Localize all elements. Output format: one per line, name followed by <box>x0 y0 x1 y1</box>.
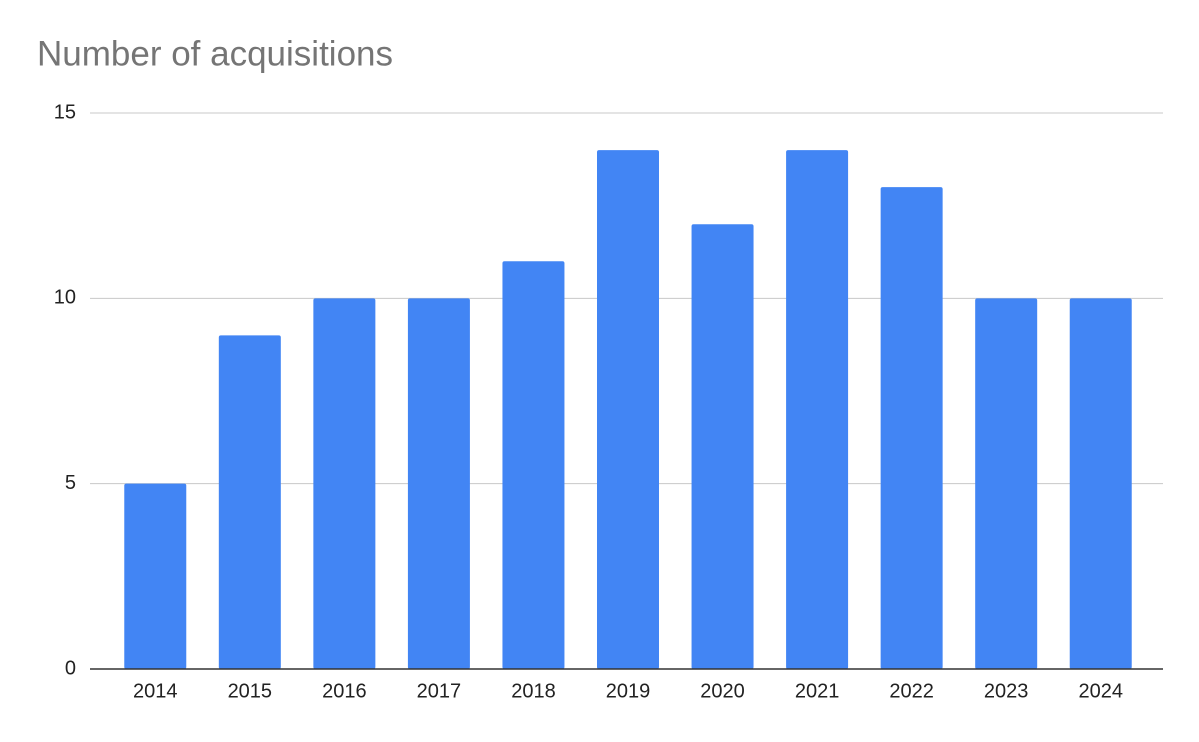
bar <box>880 187 943 669</box>
x-tick-label: 2018 <box>511 680 556 702</box>
bar <box>597 150 659 670</box>
x-tick-label: 2020 <box>700 680 745 702</box>
bar <box>1069 298 1132 669</box>
y-tick-label: 10 <box>54 287 76 309</box>
bar <box>786 150 849 670</box>
x-tick-label: 2017 <box>417 680 462 702</box>
bar <box>975 298 1038 669</box>
x-tick-label: 2016 <box>322 680 367 702</box>
x-tick-label: 2021 <box>795 680 840 702</box>
x-tick-label: 2015 <box>228 680 273 702</box>
bar <box>407 298 470 669</box>
bar <box>218 335 281 669</box>
x-tick-label: 2019 <box>606 680 651 702</box>
x-tick-label: 2024 <box>1078 680 1123 702</box>
x-tick-label: 2022 <box>889 680 934 702</box>
x-tick-label: 2023 <box>984 680 1029 702</box>
y-tick-label: 0 <box>65 657 76 679</box>
bar <box>124 483 187 669</box>
chart-title: Number of acquisitions <box>37 34 393 73</box>
bar <box>313 298 376 669</box>
bar <box>691 224 754 669</box>
y-tick-label: 15 <box>54 101 76 123</box>
bar <box>502 261 565 669</box>
y-tick-label: 5 <box>65 472 76 494</box>
x-tick-label: 2014 <box>133 680 178 702</box>
